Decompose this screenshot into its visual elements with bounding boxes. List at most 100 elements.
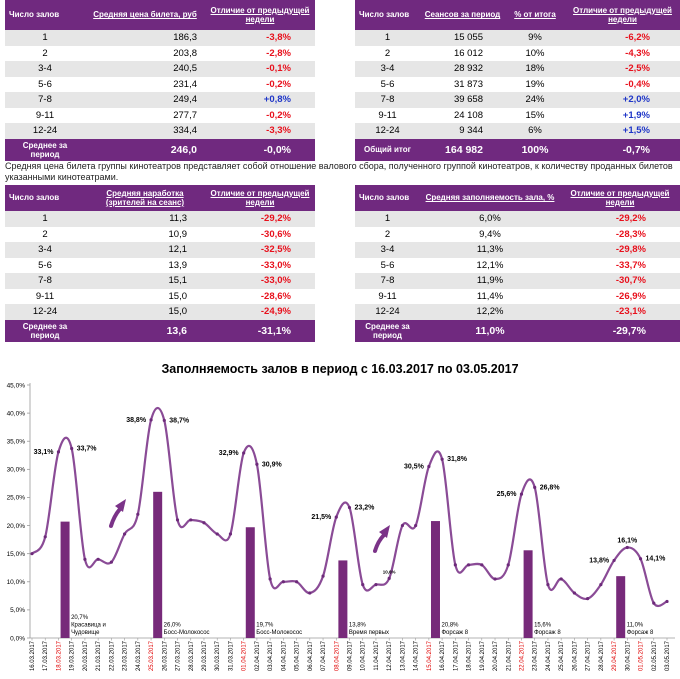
table-row: 1 6,0% -29,2%: [355, 211, 680, 227]
table-row: 5-6 13,9 -33,0%: [5, 258, 315, 274]
table-row: 12-24 9 344 6% +1,5%: [355, 123, 680, 139]
cell-value: 11,3%: [420, 242, 560, 258]
y-tick-label: 10,0%: [7, 579, 26, 586]
cell-halls: 12-24: [5, 304, 85, 320]
cell-halls: 9-11: [378, 290, 397, 302]
table-row: 2 16 012 10% -4,3%: [355, 46, 680, 62]
data-label: 14,1%: [646, 556, 667, 563]
table-row: 9-11 15,0 -28,6%: [5, 289, 315, 305]
cell-value: 334,4: [85, 123, 205, 139]
x-tick-label: 02.04.2017: [255, 640, 261, 671]
cell-value: 15,1: [85, 273, 205, 289]
line-point: [43, 535, 47, 539]
x-tick-label: 19.03.2017: [70, 640, 76, 671]
cell-halls: 7-8: [5, 273, 85, 289]
x-tick-label: 30.04.2017: [625, 640, 631, 671]
data-label: 23,2%: [355, 505, 376, 512]
cell-value: 9,4%: [479, 228, 501, 240]
occupancy-table-panel: Число залов Средняя заполняемость зала, %…: [355, 185, 680, 342]
column-header: Средняя цена билета, руб: [85, 0, 205, 30]
table-row: 7-8 11,9% -30,7%: [355, 273, 680, 289]
x-tick-label: 26.04.2017: [572, 640, 578, 671]
cell-value: 24 108: [453, 109, 483, 121]
line-point: [149, 418, 153, 422]
cell-change: -0,4%: [625, 78, 650, 90]
table-row: 5-6 231,4 -0,2%: [5, 77, 315, 93]
column-header: Средняя наработка (зрителей на сеанс): [85, 185, 205, 211]
cell-value: 28 932: [420, 61, 505, 77]
data-label: 31,8%: [447, 456, 468, 463]
line-point: [56, 450, 61, 454]
cell-value: 15%: [525, 109, 545, 121]
column-header: Отличие от предыдущей недели: [560, 185, 680, 211]
line-point: [162, 418, 166, 423]
total-label: Общий итог: [355, 138, 420, 161]
x-tick-label: 16.04.2017: [440, 640, 446, 671]
x-tick-label: 25.04.2017: [559, 640, 565, 671]
line-point: [347, 505, 352, 510]
cell-value: 249,4: [85, 92, 205, 108]
cell-halls: 1: [5, 30, 85, 46]
table-row: 9-11 24 108 15% +1,9%: [355, 108, 680, 124]
cell-change: -24,9%: [205, 304, 315, 320]
x-tick-label: 20.04.2017: [493, 640, 499, 671]
line-point: [83, 557, 87, 561]
x-tick-label: 06.04.2017: [308, 640, 314, 671]
x-tick-label: 20.03.2017: [83, 640, 89, 671]
cell-change: -0,1%: [205, 61, 315, 77]
line-point: [586, 597, 590, 601]
line-point: [599, 582, 603, 587]
line-point: [638, 557, 643, 561]
total-label: Среднее за период: [5, 138, 85, 161]
trend-arrow-icon: [109, 499, 126, 528]
table-total-row: Среднее за период 11,0% -29,7%: [355, 319, 680, 342]
table-row: 7-8 15,1 -33,0%: [5, 273, 315, 289]
total-value: -29,7%: [560, 319, 680, 342]
cell-halls: 12-24: [355, 304, 420, 320]
bar: [523, 550, 533, 638]
table-total-row: Общий итог 164 982 100% -0,7%: [355, 138, 680, 161]
cell-halls: 2: [384, 47, 391, 59]
line-point: [572, 591, 576, 595]
x-tick-label: 09.04.2017: [348, 640, 354, 671]
x-tick-label: 12.04.2017: [387, 640, 393, 671]
cell-change: -33,0%: [205, 273, 315, 289]
table-row: 12-24 334,4 -3,3%: [5, 123, 315, 139]
x-tick-label: 18.03.2017: [56, 640, 62, 671]
cell-value: 16 012: [453, 47, 483, 59]
line-point: [480, 563, 484, 567]
line-point: [175, 518, 180, 522]
price-definition-note: Средняя цена билета группы кинотеатров п…: [5, 161, 673, 182]
y-tick-label: 35,0%: [7, 439, 26, 446]
bar: [430, 521, 440, 638]
x-tick-label: 01.04.2017: [242, 640, 248, 671]
table-row: 1 15 055 9% -6,2%: [355, 30, 680, 46]
cell-halls: 7-8: [5, 92, 85, 108]
line-point: [559, 577, 563, 581]
x-tick-label: 22.04.2017: [519, 640, 525, 671]
x-tick-label: 27.04.2017: [586, 640, 592, 671]
bar: [245, 527, 255, 638]
cell-change: -6,2%: [565, 30, 680, 46]
x-tick-label: 16.03.2017: [30, 640, 36, 671]
line-point: [506, 563, 510, 567]
cell-value: 186,3: [85, 30, 205, 46]
bar-film-label: Босс-Молокосос: [164, 630, 210, 636]
line-point: [228, 532, 233, 536]
line-point: [361, 582, 365, 587]
line-point: [612, 558, 616, 563]
column-header: Число залов: [5, 185, 85, 211]
x-tick-label: 18.04.2017: [467, 640, 473, 671]
cell-halls: 2: [384, 228, 391, 240]
cell-change: -32,5%: [205, 242, 315, 258]
bar-value-label: 20,8%: [441, 623, 459, 629]
cell-change: -29,2%: [205, 211, 315, 227]
total-label: Среднее за период: [355, 319, 420, 342]
cell-change: -0,2%: [266, 78, 291, 90]
bar-value-label: 20,7%: [71, 615, 89, 621]
cell-value: 11,4%: [476, 290, 504, 302]
x-tick-label: 21.04.2017: [506, 640, 512, 671]
table-row: 3-4 28 932 18% -2,5%: [355, 61, 680, 77]
bar: [60, 521, 70, 638]
x-tick-label: 02.05.2017: [652, 640, 658, 671]
